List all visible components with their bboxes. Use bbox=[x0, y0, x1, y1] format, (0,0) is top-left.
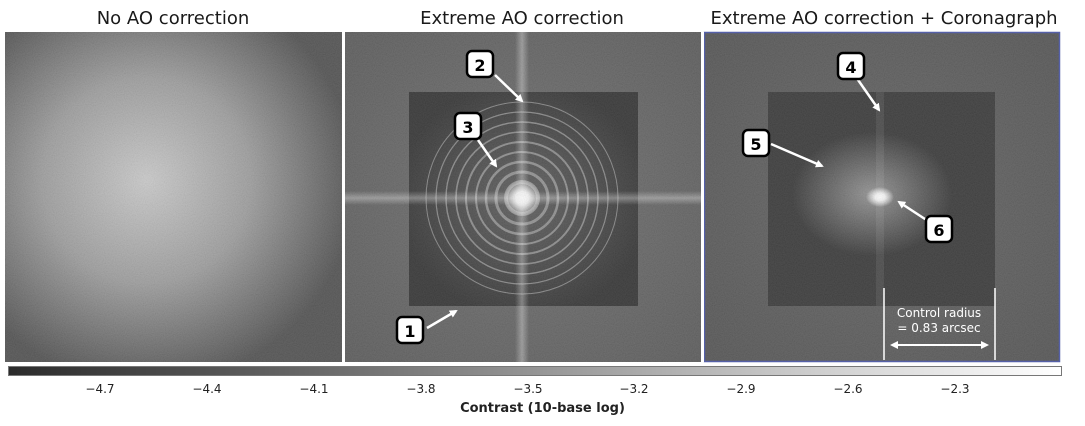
control-radius-annotation: Control radius = 0.83 arcsec bbox=[883, 288, 996, 360]
panel-extreme-ao bbox=[345, 32, 701, 362]
svg-text:5: 5 bbox=[750, 135, 761, 154]
arrow-1 bbox=[426, 309, 458, 330]
callout-5: 5 bbox=[741, 128, 771, 158]
svg-text:1: 1 bbox=[404, 322, 415, 341]
arrow-3 bbox=[476, 139, 498, 168]
callout-arrows bbox=[426, 74, 929, 330]
colorbar bbox=[8, 366, 1062, 376]
colorbar-tick: −3.5 bbox=[513, 382, 543, 396]
control-radius-line1: Control radius bbox=[897, 306, 981, 320]
callout-1: 1 bbox=[395, 315, 425, 345]
panel-extreme-ao-coronagraph bbox=[703, 31, 1061, 363]
colorbar-tick: −4.4 bbox=[192, 382, 222, 396]
arrow-4 bbox=[854, 76, 881, 112]
arrow-2 bbox=[494, 74, 524, 103]
svg-text:3: 3 bbox=[462, 118, 473, 137]
colorbar-tick: −3.8 bbox=[406, 382, 436, 396]
colorbar-tick: −2.9 bbox=[726, 382, 756, 396]
colorbar-label: Contrast (10-base log) bbox=[460, 401, 625, 416]
colorbar-tick: −2.3 bbox=[940, 382, 970, 396]
panel-title-extreme-ao-coronagraph: Extreme AO correction + Coronagraph bbox=[710, 8, 1058, 29]
svg-text:2: 2 bbox=[474, 56, 485, 75]
callout-2: 2 bbox=[465, 49, 495, 79]
panel-title-no-ao: No AO correction bbox=[96, 8, 250, 29]
arrow-5 bbox=[770, 142, 824, 168]
arrow-6 bbox=[897, 200, 929, 223]
colorbar-tick: −4.1 bbox=[299, 382, 329, 396]
colorbar-tick: −3.2 bbox=[619, 382, 649, 396]
panel-no-ao bbox=[5, 32, 342, 362]
colorbar-tick: −4.7 bbox=[85, 382, 115, 396]
callout-3: 3 bbox=[453, 111, 483, 141]
control-radius-line2: = 0.83 arcsec bbox=[897, 321, 980, 335]
callout-4: 4 bbox=[836, 51, 866, 81]
colorbar-tick: −2.6 bbox=[833, 382, 863, 396]
panel-title-extreme-ao: Extreme AO correction bbox=[420, 8, 624, 29]
callout-6: 6 bbox=[924, 214, 954, 244]
svg-text:6: 6 bbox=[933, 221, 944, 240]
svg-text:4: 4 bbox=[845, 58, 856, 77]
